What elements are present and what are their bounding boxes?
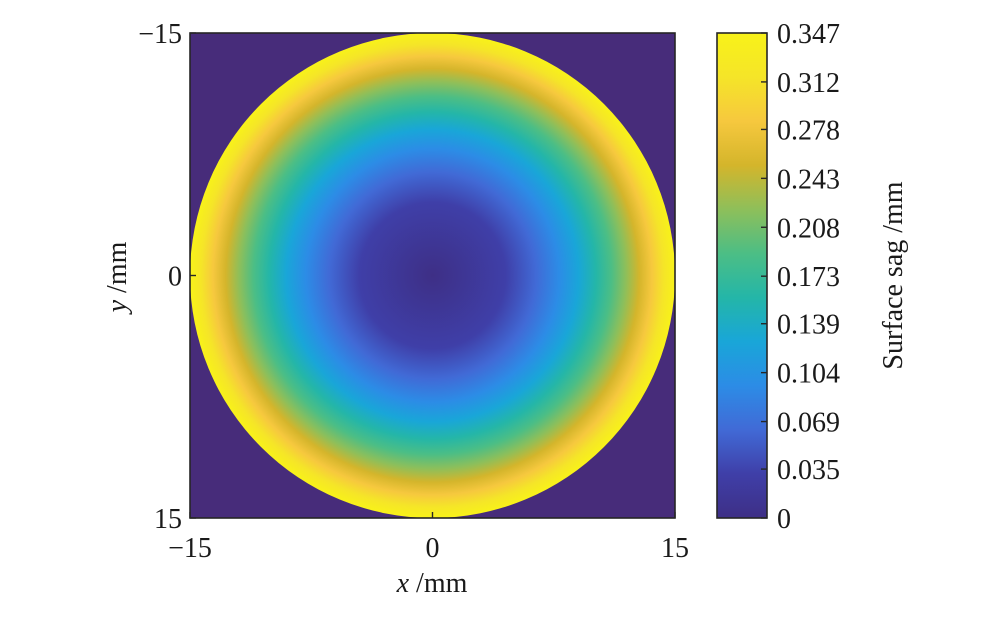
x-axis-unit: /mm bbox=[409, 568, 468, 599]
y-tick-label: 0 bbox=[168, 262, 182, 293]
y-tick-label: −15 bbox=[138, 19, 182, 50]
colorbar-tick-label: 0.139 bbox=[777, 310, 840, 341]
colorbar-label: Surface sag /mm bbox=[878, 181, 909, 369]
x-tick-label: 15 bbox=[661, 533, 689, 564]
x-tick-label: −15 bbox=[168, 533, 212, 564]
colorbar-tick-label: 0.104 bbox=[777, 359, 840, 390]
colorbar-tick-label: 0.208 bbox=[777, 213, 840, 244]
colorbar-tick-label: 0 bbox=[777, 504, 791, 535]
colorbar: 0 0.035 0.069 0.104 0.139 0.173 0.208 0.243 0.27… bbox=[716, 19, 909, 535]
x-tick-label: 0 bbox=[426, 533, 440, 564]
y-axis-unit: /mm bbox=[102, 241, 133, 300]
colorbar-ticks: 0 0.035 0.069 0.104 0.139 0.173 0.208 0.243 0.27… bbox=[761, 19, 840, 535]
aperture-sag-disc bbox=[190, 33, 675, 518]
colorbar-tick-label: 0.278 bbox=[777, 115, 840, 146]
colorbar-tick-label: 0.347 bbox=[777, 19, 840, 50]
colorbar-tick-label: 0.035 bbox=[777, 455, 840, 486]
colorbar-gradient bbox=[717, 33, 767, 518]
colorbar-tick-label: 0.312 bbox=[777, 68, 840, 99]
y-axis-var: y bbox=[102, 299, 133, 315]
x-axis-label: x /mm bbox=[396, 568, 468, 599]
plot-area bbox=[189, 32, 676, 519]
colorbar-tick-label: 0.243 bbox=[777, 164, 840, 195]
y-tick-label: 15 bbox=[154, 504, 182, 535]
colorbar-tick-label: 0.173 bbox=[777, 262, 840, 293]
colorbar-tick-label: 0.069 bbox=[777, 408, 840, 439]
x-axis-var: x bbox=[396, 568, 410, 599]
x-axis-ticks: −15 0 15 bbox=[168, 512, 689, 564]
y-axis-label: y /mm bbox=[102, 241, 133, 315]
y-axis-ticks: −15 0 15 bbox=[138, 19, 196, 535]
